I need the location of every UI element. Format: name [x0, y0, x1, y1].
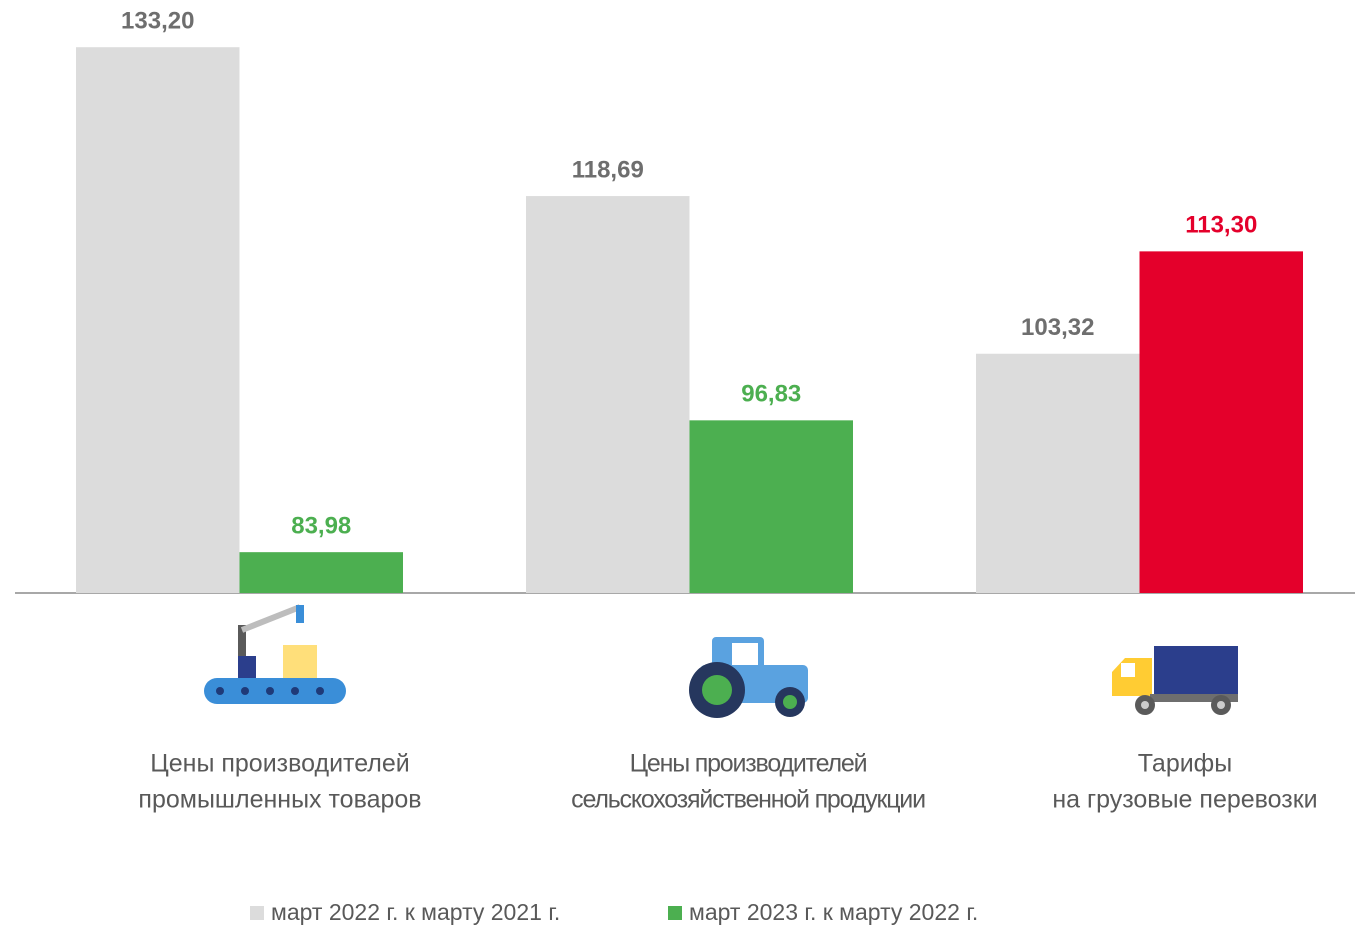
- legend-swatch: [668, 906, 682, 920]
- value-label: 103,32: [1021, 314, 1094, 341]
- legend-label: март 2022 г. к марту 2021 г.: [271, 899, 560, 925]
- bar: [76, 47, 240, 594]
- value-label: 118,69: [572, 156, 644, 183]
- category-label: на грузовые перевозки: [1052, 786, 1317, 814]
- category-label: Цены производителей: [630, 750, 867, 778]
- legend-label: март 2023 г. к марту 2022 г.: [689, 899, 978, 925]
- bar: [239, 552, 403, 593]
- value-label: 113,30: [1185, 212, 1257, 239]
- value-label: 83,98: [291, 513, 351, 540]
- category-label: Цены производителей: [150, 750, 410, 778]
- legend-swatch: [250, 906, 264, 920]
- category-label: сельскохозяйственной продукции: [571, 786, 925, 814]
- icon-tractor: [689, 637, 808, 718]
- value-label: 96,83: [741, 381, 801, 408]
- bar: [689, 420, 853, 593]
- icon-conveyor: [204, 604, 346, 704]
- icon-truck: [1112, 646, 1238, 715]
- bar: [526, 196, 690, 593]
- bar: [1139, 251, 1303, 593]
- value-label: 133,20: [121, 8, 194, 35]
- category-label: Тарифы: [1138, 750, 1232, 778]
- category-label: промышленных товаров: [138, 786, 421, 814]
- bar: [976, 353, 1140, 593]
